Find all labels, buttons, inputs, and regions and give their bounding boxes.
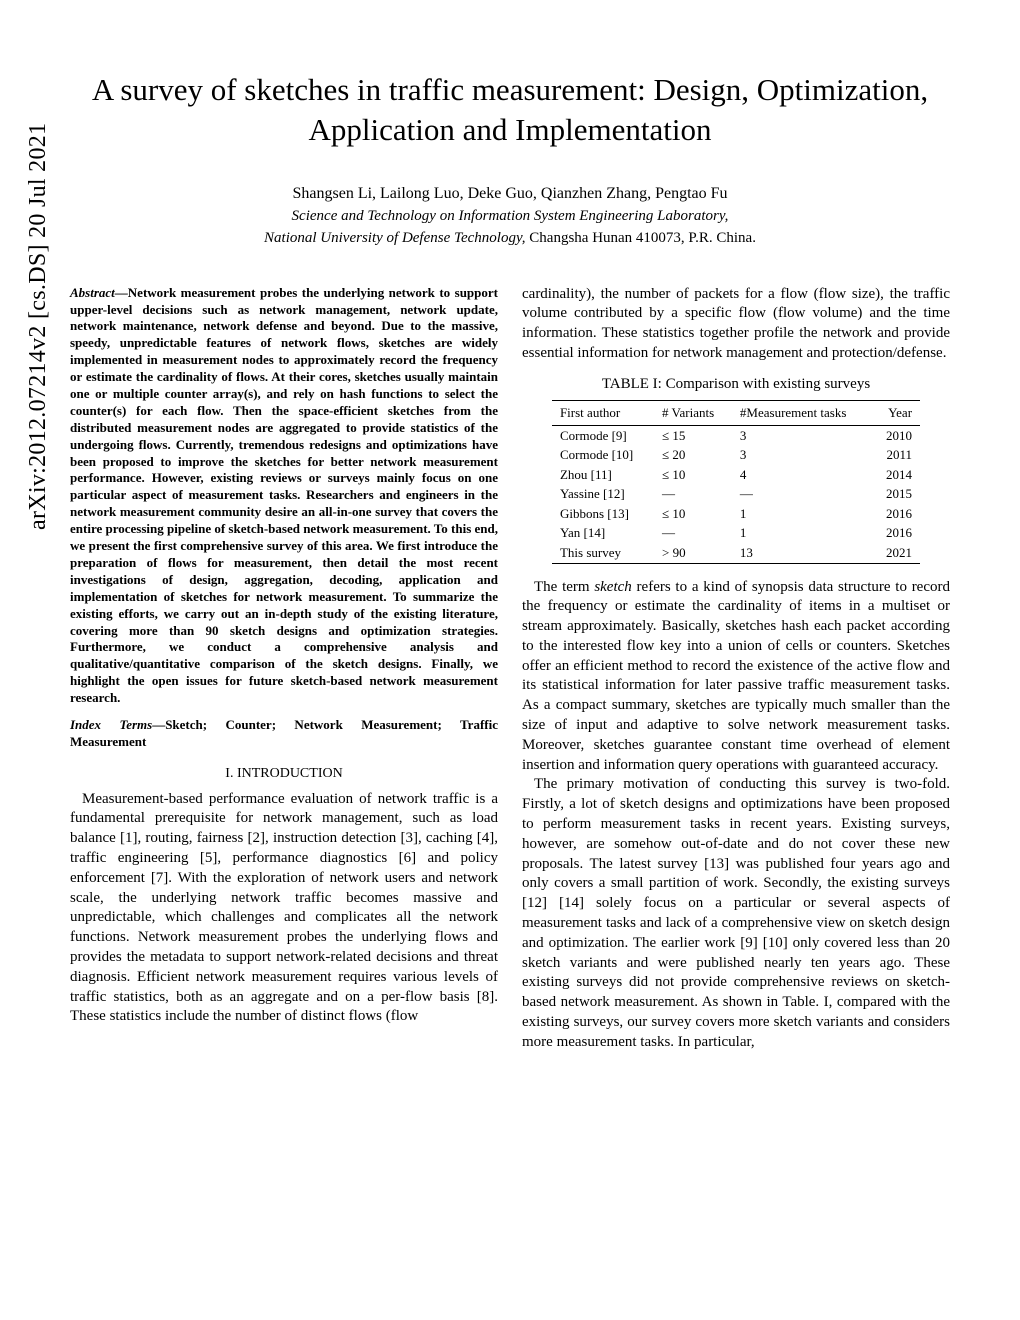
para2-post: refers to a kind of synopsis data struct… (522, 579, 950, 773)
table-cell: Cormode [10] (552, 445, 654, 465)
para2-pre: The term (534, 579, 594, 595)
affiliation-institution: National University of Defense Technolog… (264, 230, 526, 246)
index-terms-label: Index Terms (70, 717, 152, 732)
table-cell: Gibbons [13] (552, 504, 654, 524)
affiliation-line2: National University of Defense Technolog… (70, 228, 950, 248)
table-cell: ≤ 20 (654, 445, 732, 465)
table-row: Yassine [12]——2015 (552, 484, 920, 504)
table-cell: ≤ 15 (654, 425, 732, 445)
affiliation-line1: Science and Technology on Information Sy… (70, 206, 950, 226)
table-cell: 1 (732, 504, 872, 524)
arxiv-identifier: arXiv:2012.07214v2 [cs.DS] 20 Jul 2021 (22, 123, 54, 530)
table-caption: TABLE I: Comparison with existing survey… (522, 374, 950, 394)
table-cell: 13 (732, 543, 872, 563)
abstract-block: Abstract—Network measurement probes the … (70, 285, 498, 707)
table-cell: — (654, 484, 732, 504)
table-cell: 3 (732, 445, 872, 465)
table-cell: 2010 (872, 425, 920, 445)
table-cell: 2015 (872, 484, 920, 504)
table-cell: ≤ 10 (654, 504, 732, 524)
table-header-tasks: #Measurement tasks (732, 401, 872, 426)
table-cell: 4 (732, 465, 872, 485)
section-heading-intro: I. INTRODUCTION (70, 765, 498, 784)
affiliation-location: Changsha Hunan 410073, P.R. China. (526, 230, 756, 246)
table-row: Cormode [10]≤ 2032011 (552, 445, 920, 465)
abstract-label: Abstract (70, 285, 115, 300)
table-cell: 2016 (872, 523, 920, 543)
index-terms-block: Index Terms—Sketch; Counter; Network Mea… (70, 717, 498, 751)
table-cell: Yassine [12] (552, 484, 654, 504)
table-cell: Cormode [9] (552, 425, 654, 445)
table-cell: 2021 (872, 543, 920, 563)
abstract-text: —Network measurement probes the underlyi… (70, 285, 498, 705)
table-row: Zhou [11]≤ 1042014 (552, 465, 920, 485)
table-cell: ≤ 10 (654, 465, 732, 485)
table-cell: This survey (552, 543, 654, 563)
table-cell: 2011 (872, 445, 920, 465)
table-cell: Zhou [11] (552, 465, 654, 485)
table-body: Cormode [9]≤ 1532010Cormode [10]≤ 203201… (552, 425, 920, 563)
paper-title: A survey of sketches in traffic measurem… (70, 70, 950, 151)
table-header-variants: # Variants (654, 401, 732, 426)
table-header-year: Year (872, 401, 920, 426)
table-cell: 1 (732, 523, 872, 543)
right-col-para1: cardinality), the number of packets for … (522, 285, 950, 364)
comparison-table: First author # Variants #Measurement tas… (552, 400, 920, 563)
table-cell: Yan [14] (552, 523, 654, 543)
table-cell: 2016 (872, 504, 920, 524)
right-col-para2: The term sketch refers to a kind of syno… (522, 578, 950, 776)
table-header-author: First author (552, 401, 654, 426)
table-row: Gibbons [13]≤ 1012016 (552, 504, 920, 524)
sketch-term: sketch (594, 579, 631, 595)
table-cell: — (654, 523, 732, 543)
right-col-para3: The primary motivation of conducting thi… (522, 775, 950, 1052)
table-cell: — (732, 484, 872, 504)
table-row: Yan [14]—12016 (552, 523, 920, 543)
table-cell: 3 (732, 425, 872, 445)
table-row: This survey> 90132021 (552, 543, 920, 563)
table-cell: 2014 (872, 465, 920, 485)
intro-paragraph: Measurement-based performance evaluation… (70, 790, 498, 1028)
table-row: Cormode [9]≤ 1532010 (552, 425, 920, 445)
table-cell: > 90 (654, 543, 732, 563)
author-list: Shangsen Li, Lailong Luo, Deke Guo, Qian… (70, 183, 950, 205)
